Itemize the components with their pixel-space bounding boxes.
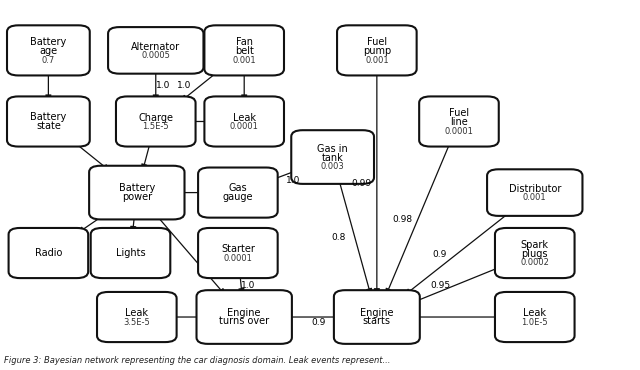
Text: Charge: Charge [138, 113, 173, 123]
Text: 0.8: 0.8 [332, 232, 346, 242]
FancyBboxPatch shape [291, 130, 374, 184]
Text: Fan: Fan [236, 37, 253, 47]
Text: Battery: Battery [30, 37, 67, 47]
Text: plugs: plugs [522, 249, 548, 259]
FancyBboxPatch shape [204, 25, 284, 75]
Text: 0.0001: 0.0001 [230, 122, 259, 131]
Text: Figure 3: Bayesian network representing the car diagnosis domain. Leak events re: Figure 3: Bayesian network representing … [4, 356, 390, 365]
Text: Starter: Starter [221, 245, 255, 255]
Text: power: power [122, 192, 152, 202]
FancyBboxPatch shape [196, 290, 292, 344]
FancyBboxPatch shape [495, 292, 575, 342]
Text: Leak: Leak [233, 113, 256, 123]
Text: starts: starts [363, 316, 391, 326]
Text: turns over: turns over [219, 316, 269, 326]
FancyBboxPatch shape [7, 97, 90, 147]
FancyBboxPatch shape [198, 168, 278, 218]
Text: 1.0E-5: 1.0E-5 [522, 318, 548, 327]
Text: age: age [39, 46, 58, 56]
Text: line: line [450, 117, 468, 127]
Text: 0.003: 0.003 [321, 162, 344, 171]
Text: gauge: gauge [223, 192, 253, 202]
FancyBboxPatch shape [97, 292, 177, 342]
Text: tank: tank [322, 153, 344, 163]
FancyBboxPatch shape [337, 25, 417, 75]
Text: pump: pump [363, 46, 391, 56]
Text: 0.0001: 0.0001 [223, 254, 252, 263]
Text: 0.99: 0.99 [351, 179, 371, 188]
Text: 1.0: 1.0 [177, 81, 191, 90]
FancyBboxPatch shape [91, 228, 170, 278]
Text: 0.9: 0.9 [311, 318, 325, 327]
FancyBboxPatch shape [419, 97, 499, 147]
Text: Leak: Leak [524, 309, 547, 319]
Text: Engine: Engine [227, 307, 261, 317]
Text: Gas: Gas [228, 183, 247, 193]
Text: Fuel: Fuel [367, 37, 387, 47]
FancyBboxPatch shape [108, 27, 204, 74]
Text: Alternator: Alternator [131, 42, 180, 52]
Text: 1.5E-5: 1.5E-5 [143, 122, 169, 131]
Text: Fuel: Fuel [449, 108, 469, 118]
Text: 0.001: 0.001 [232, 56, 256, 65]
Text: Lights: Lights [116, 248, 145, 258]
FancyBboxPatch shape [8, 228, 88, 278]
Text: Gas in: Gas in [317, 144, 348, 154]
Text: 0.001: 0.001 [523, 194, 547, 202]
Text: 0.9: 0.9 [433, 250, 447, 259]
Text: Distributor: Distributor [509, 184, 561, 194]
FancyBboxPatch shape [334, 290, 420, 344]
FancyBboxPatch shape [487, 169, 582, 216]
Text: 0.98: 0.98 [392, 215, 412, 224]
FancyBboxPatch shape [495, 228, 575, 278]
Text: Engine: Engine [360, 307, 394, 317]
Text: state: state [36, 121, 61, 131]
FancyBboxPatch shape [7, 25, 90, 75]
Text: 1.0: 1.0 [241, 280, 256, 289]
FancyBboxPatch shape [204, 97, 284, 147]
Text: 0.001: 0.001 [365, 56, 388, 65]
Text: Battery: Battery [30, 112, 67, 122]
Text: 0.7: 0.7 [42, 56, 55, 65]
Text: 0.0005: 0.0005 [141, 51, 170, 60]
FancyBboxPatch shape [89, 166, 184, 219]
Text: 1.0: 1.0 [285, 176, 300, 185]
Text: 0.0001: 0.0001 [445, 127, 474, 136]
Text: belt: belt [235, 46, 253, 56]
Text: Radio: Radio [35, 248, 62, 258]
Text: 3.5E-5: 3.5E-5 [124, 318, 150, 327]
Text: Spark: Spark [521, 240, 548, 250]
Text: Leak: Leak [125, 309, 148, 319]
Text: 0.0002: 0.0002 [520, 258, 549, 267]
Text: 0.95: 0.95 [430, 280, 450, 289]
FancyBboxPatch shape [198, 228, 278, 278]
Text: Battery: Battery [118, 183, 155, 193]
FancyBboxPatch shape [116, 97, 196, 147]
Text: 1.0: 1.0 [156, 81, 170, 90]
